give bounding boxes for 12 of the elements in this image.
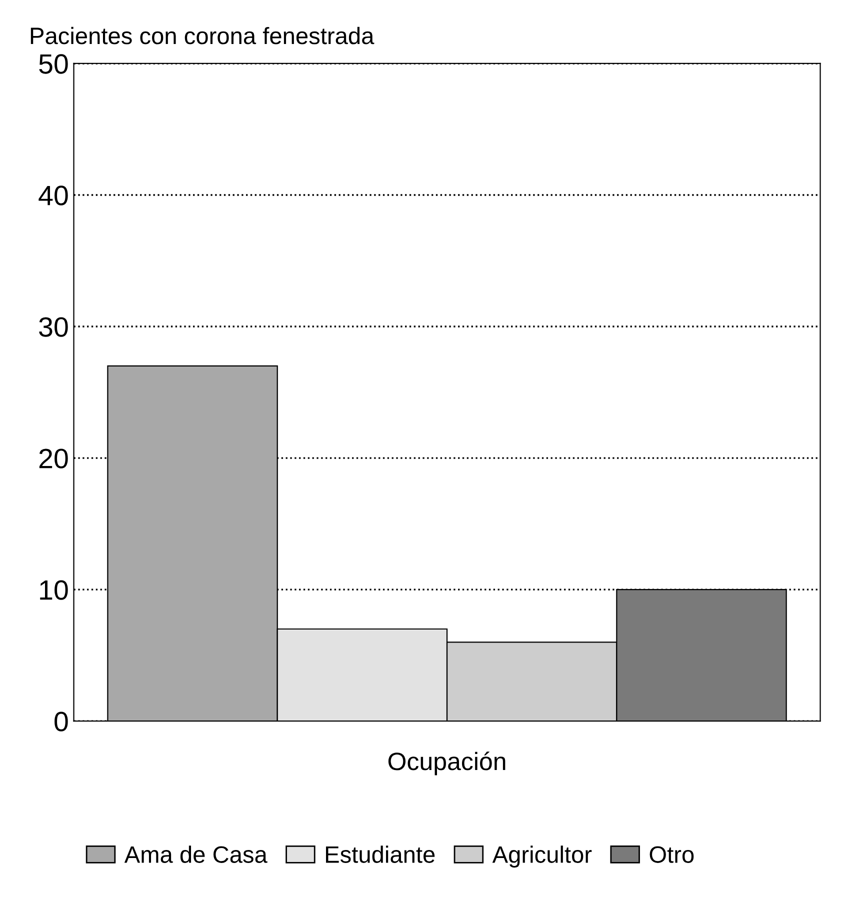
legend-label: Estudiante <box>326 846 435 863</box>
legend-label: Ama de Casa <box>124 846 268 863</box>
y-tick-label: 30 <box>39 317 68 337</box>
chart-title: Pacientes con corona fenestrada <box>30 26 374 44</box>
x-axis-title: Ocupación <box>388 752 506 776</box>
y-tick-label: 40 <box>38 186 68 206</box>
y-tick-label: 0 <box>54 712 68 732</box>
y-tick-label: 10 <box>40 580 68 600</box>
y-tick-label: 50 <box>39 54 68 74</box>
legend-label: Agricultor <box>492 846 592 868</box>
y-tick-label: 20 <box>39 448 68 468</box>
legend-label: Otro <box>650 846 694 863</box>
